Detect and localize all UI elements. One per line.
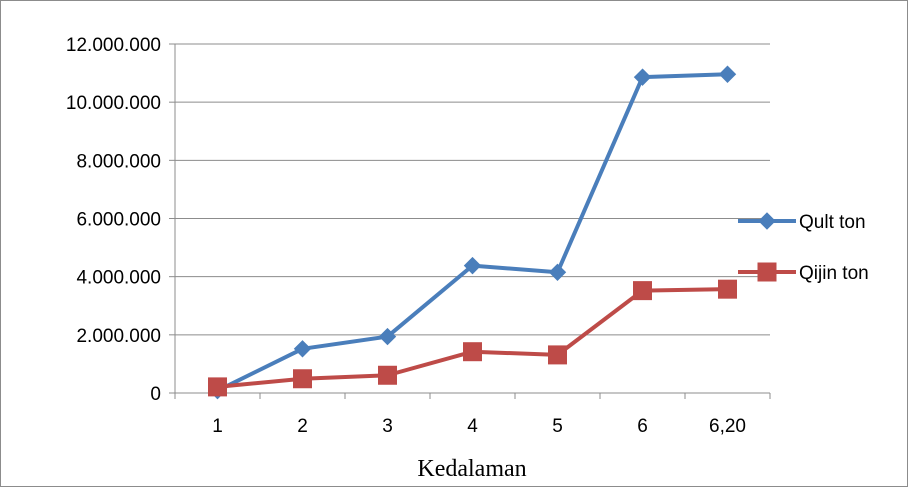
data-point-qijin	[208, 377, 227, 397]
axes	[169, 43, 771, 399]
data-point-qijin	[548, 345, 567, 365]
data-point-qijin	[718, 279, 737, 299]
x-tick-label: 5	[552, 416, 563, 437]
data-point-qijin	[633, 281, 652, 301]
x-tick-label: 6,20	[709, 416, 746, 437]
y-tick-label: 12.000.000	[66, 35, 161, 56]
data-point-qult	[633, 68, 652, 86]
y-tick-label: 0	[150, 384, 161, 405]
data-point-qijin	[293, 369, 312, 389]
data-point-qult	[463, 256, 482, 275]
data-point-qult	[718, 65, 737, 83]
legend-marker-qijin	[757, 262, 777, 282]
legend-marker-qult	[758, 212, 776, 230]
data-point-qult	[378, 327, 397, 346]
x-tick-label: 4	[467, 416, 478, 437]
legend: Qult ton Qijin ton	[738, 212, 869, 284]
x-tick-label: 2	[297, 416, 308, 437]
x-tick-label: 3	[382, 416, 393, 437]
tick-labels: 0 2.000.000 4.000.000 6.000.000 8.000.000 10.…	[66, 35, 746, 437]
y-tick-label: 6.000.000	[76, 210, 161, 231]
legend-label-qijin: Qijin ton	[799, 263, 869, 284]
y-tick-label: 4.000.000	[76, 268, 161, 289]
data-point-qijin	[378, 365, 397, 385]
data-point-qijin	[463, 342, 482, 362]
y-tick-label: 10.000.000	[66, 93, 161, 114]
x-tick-label: 6	[637, 416, 648, 437]
y-tick-label: 2.000.000	[76, 326, 161, 347]
x-tick-label: 1	[212, 416, 223, 437]
data-point-qult	[293, 340, 312, 358]
y-tick-label: 8.000.000	[76, 151, 161, 172]
data-point-qult	[548, 263, 567, 282]
legend-label-qult: Qult ton	[799, 212, 866, 233]
x-axis-title: Kedalaman	[417, 456, 526, 482]
series-markers	[208, 65, 737, 400]
gridlines	[175, 43, 770, 336]
